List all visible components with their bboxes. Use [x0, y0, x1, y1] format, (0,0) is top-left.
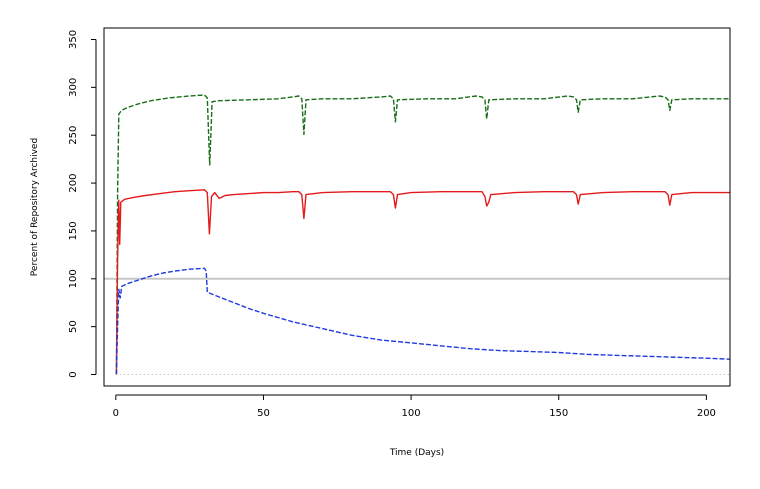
x-tick-label: 0	[113, 408, 119, 419]
x-axis-title: Time (Days)	[389, 448, 444, 458]
series-line-2	[115, 189, 730, 375]
y-tick-label: 100	[68, 269, 79, 288]
y-axis-title: Percent of Repository Archived	[30, 138, 40, 276]
series-line-1	[115, 94, 730, 375]
y-tick-label: 50	[68, 320, 79, 333]
y-tick-label: 200	[68, 174, 79, 193]
x-tick-label: 200	[697, 408, 716, 419]
y-tick-label: 300	[68, 78, 79, 97]
y-tick-label: 0	[68, 371, 79, 377]
y-tick-label: 350	[68, 30, 79, 49]
x-tick-label: 50	[257, 408, 270, 419]
plot-frame	[103, 27, 731, 387]
axes: 0 50 100 150 200 0 50 100 150 200 250 300 350	[68, 30, 716, 419]
y-tick-label: 150	[68, 221, 79, 240]
series-line-3	[115, 267, 731, 375]
series-layer	[104, 94, 731, 375]
y-tick-label: 250	[68, 126, 79, 145]
x-tick-label: 150	[549, 408, 568, 419]
x-tick-label: 100	[402, 408, 421, 419]
